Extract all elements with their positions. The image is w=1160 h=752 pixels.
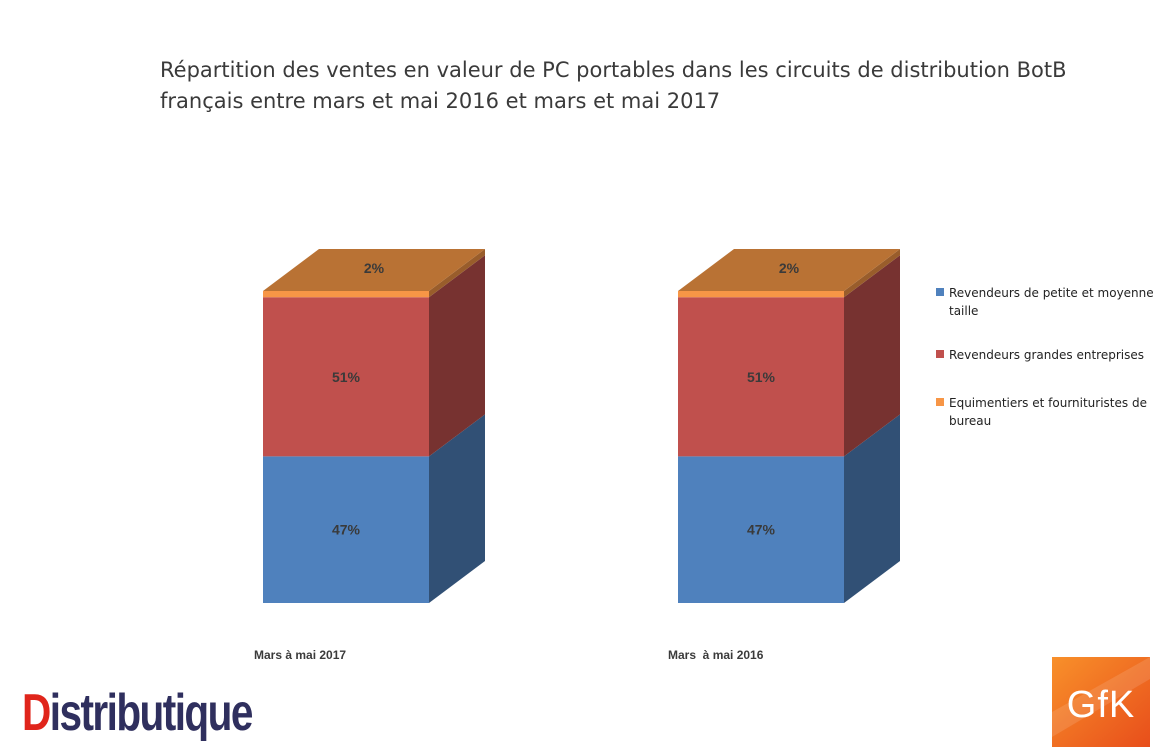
distributique-logo: Distributique bbox=[22, 684, 253, 742]
category-label-1: Mars à mai 2016 bbox=[668, 648, 764, 662]
bar-front-0-1 bbox=[263, 297, 429, 457]
legend-item-0: Revendeurs de petite et moyenne taille bbox=[936, 284, 1158, 320]
bar-front-1-2 bbox=[678, 291, 844, 298]
bar-top-0 bbox=[263, 249, 485, 291]
data-label-1-2: 2% bbox=[779, 260, 800, 276]
bar-front-0-2 bbox=[263, 291, 429, 298]
data-label-0-0: 47% bbox=[332, 522, 361, 538]
chart-title: Répartition des ventes en valeur de PC p… bbox=[160, 58, 1067, 113]
bar-front-1-0 bbox=[678, 456, 844, 603]
bar-top-1 bbox=[678, 249, 900, 291]
bar-side-0-1 bbox=[429, 255, 485, 457]
bar-side-1-1 bbox=[844, 255, 900, 457]
data-label-0-2: 2% bbox=[364, 260, 385, 276]
bar-side-0-2 bbox=[429, 249, 485, 298]
svg-text:GfK: GfK bbox=[1067, 684, 1135, 726]
data-label-1-0: 47% bbox=[747, 522, 776, 538]
data-label-1-1: 51% bbox=[747, 369, 776, 385]
bar-side-1-2 bbox=[844, 249, 900, 298]
legend-label-1: Revendeurs grandes entreprises bbox=[949, 348, 1144, 362]
legend-swatch-1 bbox=[936, 350, 944, 358]
data-label-0-1: 51% bbox=[332, 369, 361, 385]
legend-item-2: Equimentiers et fournituristes de bureau bbox=[936, 394, 1158, 430]
legend: Revendeurs de petite et moyenne taille R… bbox=[936, 284, 1158, 430]
gfk-logo: GfK bbox=[1052, 657, 1150, 747]
bar-side-1-0 bbox=[844, 414, 900, 603]
legend-label-2: Equimentiers et fournituristes de bureau bbox=[949, 396, 1147, 428]
legend-swatch-0 bbox=[936, 288, 944, 296]
bar-front-1-1 bbox=[678, 297, 844, 457]
category-label-0: Mars à mai 2017 bbox=[254, 648, 347, 662]
legend-item-1: Revendeurs grandes entreprises bbox=[936, 346, 1158, 364]
legend-swatch-2 bbox=[936, 398, 944, 406]
bar-front-0-0 bbox=[263, 456, 429, 603]
legend-label-0: Revendeurs de petite et moyenne taille bbox=[949, 286, 1154, 318]
bar-side-0-0 bbox=[429, 414, 485, 603]
